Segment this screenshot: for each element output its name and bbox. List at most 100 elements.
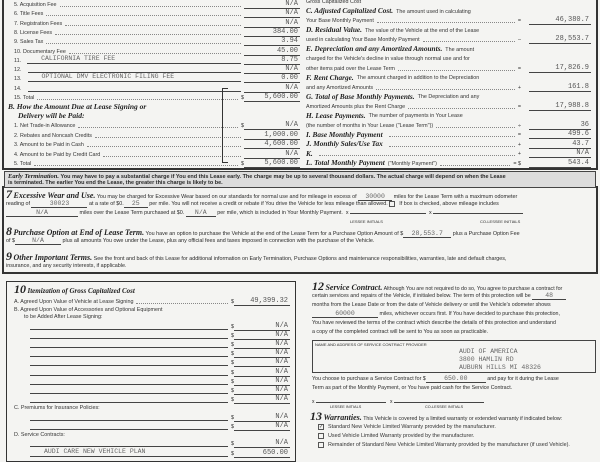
section-title: Excessive Wear and Use.: [13, 191, 96, 200]
frame-bottom: [2, 272, 598, 274]
early-termination-title: Early Termination.: [8, 173, 60, 180]
rate-per-mile: 25: [123, 200, 148, 208]
dollar-sign: $: [241, 123, 244, 129]
calc-row: Amortized Amounts plus the Rent Charge = 1…: [306, 102, 591, 111]
text: You choose to purchase a Service Contrac…: [312, 376, 426, 382]
section-title: Other Important Terms.: [13, 253, 93, 262]
calc-value: 161.8: [529, 83, 591, 92]
provider-label: NAME AND ADDRESS OF SERVICE CONTRACT PRO…: [315, 342, 427, 347]
calc-title: H. Lease Payments.: [306, 110, 366, 120]
form-row: $ N/A: [24, 395, 290, 405]
calc-text: and any Amortized Amounts: [306, 84, 374, 91]
leader-dots: [136, 303, 228, 304]
row-value: N/A: [234, 386, 290, 395]
row-value: N/A: [244, 65, 300, 75]
text: See the front and back of this Lease for…: [93, 256, 507, 262]
dollar-sign: $: [241, 95, 244, 101]
leader-dots: [34, 165, 238, 166]
form-row: 11. CALIFORNIA TIRE FEE 8.75: [14, 55, 300, 65]
dollar-sign: $: [231, 387, 234, 394]
leader-dots: [94, 136, 241, 138]
form-row: 8. License Fees 384.00: [14, 28, 300, 37]
row-label: 13.: [14, 76, 22, 83]
warranty-checkbox[interactable]: [318, 441, 324, 448]
service-contract-price-line: You choose to purchase a Service Contrac…: [312, 375, 596, 384]
section-9-line-1: 9 Other Important Terms. See the front a…: [6, 250, 594, 262]
frame-left: [2, 186, 4, 274]
lessee-initials-field[interactable]: [315, 395, 386, 403]
section-12-line-5: You have reviewed the terms of the contr…: [312, 319, 596, 328]
calc-row: C. Adjusted Capitalized Cost. The amount …: [306, 6, 591, 16]
form-row: 4. Amount to be Paid by Credit Card N/A: [14, 150, 300, 159]
operator: =: [517, 103, 521, 110]
text: miles, whichever occurs first. If You ha…: [379, 311, 560, 317]
calc-title: E. Depreciation and any Amortized Amount…: [306, 44, 443, 53]
calc-row: I. Base Monthly Payment = 499.6: [306, 130, 591, 139]
leader-dots: [59, 6, 241, 7]
row-value: N/A: [244, 9, 300, 19]
text: You have an option to purchase the Vehic…: [145, 231, 404, 237]
calc-row: and any Amortized Amounts +161.8: [306, 83, 591, 92]
text: months from the Lease Date or from the d…: [312, 302, 551, 308]
section-number: 10: [14, 282, 26, 296]
leader-dots: [46, 15, 241, 17]
co-lessee-initials-label: CO-LESSEE INITIALS: [425, 404, 464, 409]
co-lessee-initials-field[interactable]: [393, 395, 484, 403]
section-number: 8: [6, 224, 12, 238]
mileage-checkbox[interactable]: [389, 200, 396, 207]
calc-row: Your Base Monthly Payment = 46,380.7: [306, 16, 591, 25]
calc-row: charged for the Vehicle's decline in val…: [306, 54, 591, 63]
row-description: [30, 346, 228, 348]
section-12-line-2: certain services and repairs of the Vehi…: [312, 292, 596, 301]
operator: =: [517, 65, 521, 72]
leader-dots: [436, 126, 516, 128]
extra-rate: N/A: [185, 209, 216, 217]
early-termination-line-2: is terminated. The earlier You end the L…: [8, 180, 592, 187]
calc-text: The amount charged in addition to the De…: [356, 75, 480, 81]
early-termination-line-1: Early Termination. You may have to pay a…: [8, 173, 592, 180]
extra-miles: N/A: [6, 209, 78, 217]
row-description: [30, 337, 228, 339]
row-label: 1. Net Trade-in Allowance: [14, 123, 76, 129]
section-12-line-1: 12 Service Contract. Although You are no…: [312, 280, 596, 292]
section-title: Warranties.: [323, 413, 362, 422]
dollar-sign: $: [231, 423, 234, 430]
lessee-initials-label: LESSEE INITIALS: [350, 218, 383, 224]
initials-line: x x: [312, 395, 484, 405]
warranty-checkbox[interactable]: ✓: [318, 423, 324, 430]
row-description: AUDI CARE NEW VEHICLE PLAN: [30, 448, 228, 457]
warranty-checkbox[interactable]: [318, 432, 324, 439]
calc-row: used in calculating Your Base Monthly Pa…: [306, 35, 591, 44]
calc-row: F. Rent Charge. The amount charged in add…: [306, 73, 591, 82]
calc-value: 28,553.7: [529, 35, 591, 44]
lessee-initials-field[interactable]: [350, 213, 427, 214]
calc-text: Gross Capitalized Cost: [306, 0, 362, 5]
section-13-warranties: 13 Warranties. This Vehicle is covered b…: [310, 409, 596, 423]
section-title: Service Contract.: [325, 283, 383, 292]
row-value: N/A: [234, 331, 290, 340]
row-label: 7. Registration Fees: [14, 20, 63, 27]
dollar-sign: $: [231, 341, 234, 348]
row-value: N/A: [234, 340, 290, 349]
row-value: 5,600.00: [244, 93, 300, 102]
early-termination-text: You may have to pay a substantial charge…: [60, 174, 506, 180]
calc-title: I. Base Monthly Payment: [306, 129, 383, 139]
co-lessee-initials-field[interactable]: [433, 213, 524, 214]
row-value: N/A: [234, 322, 290, 331]
form-row: $ N/A: [24, 358, 290, 368]
calc-title: L. Total Monthly Payment: [306, 158, 385, 167]
calc-text: The number of payments in Your Lease: [368, 113, 463, 119]
text: plus all amounts You owe under the Lease…: [62, 238, 375, 244]
lessee-initials-label: LESSEE INITIALS: [330, 404, 362, 409]
calc-value: 17,988.8: [529, 102, 591, 111]
calc-text: (the number of months in Your Lease ("Le…: [306, 122, 434, 129]
dollar-sign: $: [231, 299, 234, 305]
purchase-option-fee: N/A: [15, 237, 61, 245]
row-value: 5,600.00: [244, 159, 300, 168]
row-description: [30, 356, 228, 358]
text: Term as part of the Monthly Payment, or …: [312, 385, 513, 391]
section-number: 13: [310, 409, 322, 423]
calc-title: G. Total of Base Monthly Payments.: [306, 91, 415, 101]
dollar-sign: $: [231, 323, 234, 330]
calc-title: F. Rent Charge.: [306, 72, 354, 82]
